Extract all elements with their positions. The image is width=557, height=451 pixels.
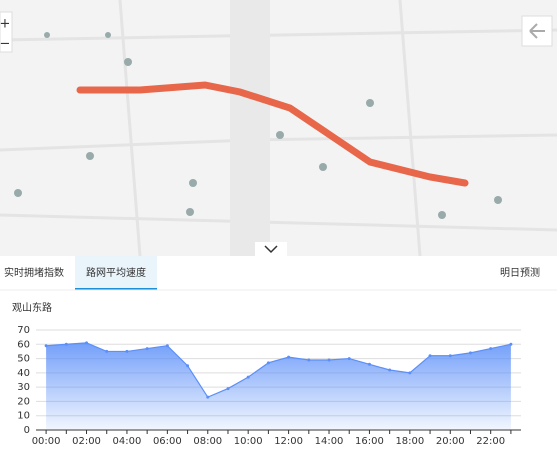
x-tick-label: 00:00 bbox=[32, 436, 61, 447]
point bbox=[85, 341, 89, 345]
point bbox=[347, 357, 351, 361]
point bbox=[509, 342, 513, 346]
y-tick-label: 30 bbox=[17, 382, 30, 393]
map[interactable] bbox=[0, 0, 557, 256]
point bbox=[64, 342, 68, 346]
point bbox=[388, 368, 392, 372]
y-tick-label: 0 bbox=[24, 425, 30, 436]
x-tick-label: 02:00 bbox=[72, 436, 101, 447]
x-tick-label: 20:00 bbox=[436, 436, 465, 447]
point bbox=[125, 349, 129, 353]
x-tick-label: 18:00 bbox=[395, 436, 424, 447]
x-tick-label: 22:00 bbox=[476, 436, 505, 447]
tab[interactable]: 路网平均速度 bbox=[86, 266, 146, 279]
point bbox=[186, 364, 190, 368]
point bbox=[246, 375, 250, 379]
x-tick-label: 12:00 bbox=[274, 436, 303, 447]
route bbox=[76, 81, 469, 187]
point bbox=[408, 371, 412, 375]
active-tab-bg bbox=[75, 256, 157, 290]
y-tick-label: 40 bbox=[17, 368, 30, 379]
y-tick-label: 50 bbox=[17, 354, 30, 365]
x-tick-label: 10:00 bbox=[234, 436, 263, 447]
point bbox=[44, 344, 48, 348]
y-tick-label: 60 bbox=[17, 339, 30, 350]
x-tick-label: 08:00 bbox=[193, 436, 222, 447]
collapse-icon bbox=[264, 245, 278, 254]
x-tick-label: 14:00 bbox=[315, 436, 344, 447]
tab[interactable]: 明日预测 bbox=[500, 266, 540, 279]
map-pois bbox=[14, 32, 502, 219]
chart: 0 10 20 30 40 50 60 70 00:00 02:00 04:00 06:00 08:00… bbox=[17, 325, 521, 447]
y-tick-label: 20 bbox=[17, 396, 30, 407]
area bbox=[46, 342, 511, 430]
map-area bbox=[230, 0, 270, 256]
chart-title: 观山东路 bbox=[12, 301, 52, 314]
point bbox=[206, 395, 210, 399]
point bbox=[105, 349, 109, 353]
tab[interactable]: 实时拥堵指数 bbox=[4, 266, 64, 279]
zoom-in[interactable]: + bbox=[0, 17, 10, 32]
collapse-button[interactable] bbox=[255, 242, 287, 256]
point bbox=[448, 354, 452, 358]
point bbox=[367, 362, 371, 366]
point bbox=[428, 354, 432, 358]
point bbox=[287, 355, 291, 359]
x-tick-label: 04:00 bbox=[113, 436, 142, 447]
back-button[interactable] bbox=[521, 15, 553, 47]
point bbox=[327, 358, 331, 362]
zoom-control bbox=[0, 11, 13, 53]
point bbox=[307, 358, 311, 362]
y-tick-label: 10 bbox=[17, 411, 30, 422]
zoom-out[interactable]: − bbox=[0, 37, 10, 52]
point bbox=[165, 344, 169, 348]
line bbox=[46, 342, 512, 398]
back-icon bbox=[529, 23, 545, 39]
y-tick-label: 70 bbox=[17, 325, 30, 336]
point bbox=[489, 347, 493, 351]
point bbox=[468, 351, 472, 355]
x-tick-label: 06:00 bbox=[153, 436, 182, 447]
point bbox=[226, 387, 230, 391]
x-tick-label: 16:00 bbox=[355, 436, 384, 447]
point bbox=[266, 361, 270, 365]
point bbox=[145, 347, 149, 351]
